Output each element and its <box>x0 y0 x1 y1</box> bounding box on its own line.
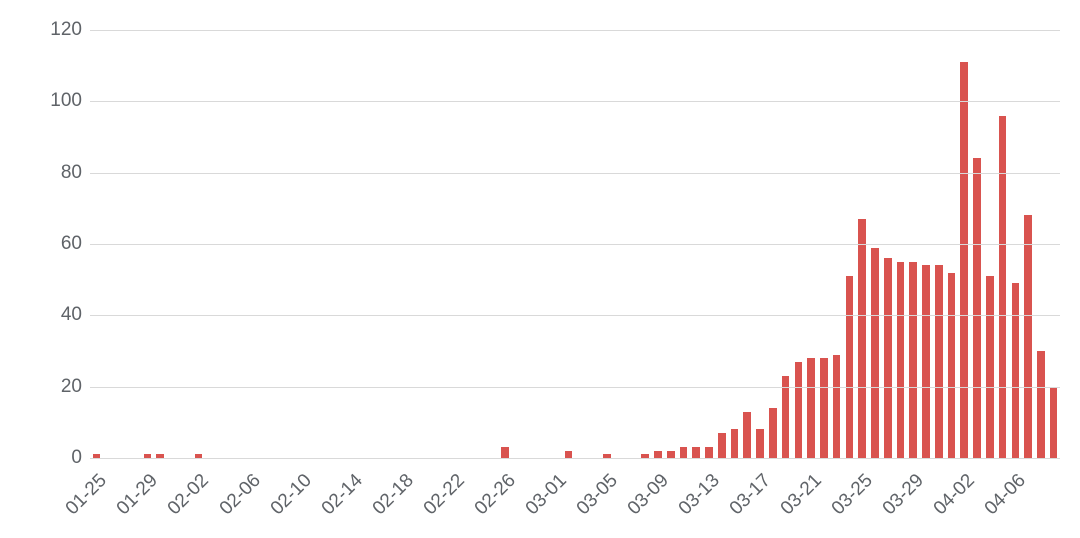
y-gridline <box>90 244 1060 245</box>
x-tick-label: 04-06 <box>981 470 1031 520</box>
bar <box>1050 387 1058 458</box>
y-tick-label: 100 <box>0 90 82 112</box>
y-tick-label: 80 <box>0 162 82 184</box>
bar <box>743 412 751 458</box>
chart-container: 0 20 40 60 80 100 120 01-2501-2902-0202-0602-10… <box>0 0 1080 538</box>
x-tick-label: 03-13 <box>675 470 725 520</box>
bar <box>858 219 866 458</box>
x-tick-label: 03-05 <box>573 470 623 520</box>
bar <box>820 358 828 458</box>
bar <box>922 265 930 458</box>
x-tick-label: 02-18 <box>368 470 418 520</box>
bar <box>795 362 803 458</box>
bar <box>680 447 688 458</box>
bar <box>935 265 943 458</box>
y-gridline <box>90 101 1060 102</box>
y-tick-label: 120 <box>0 19 82 41</box>
x-tick-label: 03-29 <box>879 470 929 520</box>
y-gridline <box>90 315 1060 316</box>
x-tick-label: 02-26 <box>470 470 520 520</box>
y-gridline <box>90 458 1060 459</box>
bar <box>846 276 854 458</box>
bar <box>501 447 509 458</box>
bar <box>769 408 777 458</box>
x-tick-label: 04-02 <box>930 470 980 520</box>
x-tick-label: 03-17 <box>726 470 776 520</box>
x-tick-label: 02-14 <box>317 470 367 520</box>
bar <box>960 62 968 458</box>
bar <box>1012 283 1020 458</box>
x-tick-label: 03-01 <box>521 470 571 520</box>
x-tick-label: 02-10 <box>266 470 316 520</box>
bar <box>807 358 815 458</box>
bar <box>731 429 739 458</box>
bar <box>897 262 905 458</box>
bar <box>667 451 675 458</box>
bar <box>705 447 713 458</box>
bar <box>833 355 841 458</box>
bar <box>884 258 892 458</box>
bar <box>756 429 764 458</box>
bar <box>718 433 726 458</box>
x-tick-label: 02-06 <box>215 470 265 520</box>
x-tick-label: 02-22 <box>419 470 469 520</box>
bar <box>871 248 879 458</box>
bar <box>692 447 700 458</box>
x-tick-label: 01-29 <box>113 470 163 520</box>
bar <box>973 158 981 458</box>
bar <box>654 451 662 458</box>
bar <box>909 262 917 458</box>
y-tick-label: 60 <box>0 233 82 255</box>
y-tick-label: 0 <box>0 447 82 469</box>
y-gridline <box>90 387 1060 388</box>
y-tick-label: 20 <box>0 376 82 398</box>
bar <box>986 276 994 458</box>
bar <box>948 273 956 458</box>
bar <box>999 116 1007 458</box>
x-tick-label: 02-02 <box>164 470 214 520</box>
bar <box>565 451 573 458</box>
bar <box>1037 351 1045 458</box>
x-tick-label: 03-25 <box>828 470 878 520</box>
y-gridline <box>90 30 1060 31</box>
bar <box>782 376 790 458</box>
bar <box>1024 215 1032 458</box>
plot-area <box>90 30 1060 458</box>
y-gridline <box>90 173 1060 174</box>
x-tick-label: 01-25 <box>62 470 112 520</box>
y-tick-label: 40 <box>0 304 82 326</box>
x-tick-label: 03-21 <box>777 470 827 520</box>
x-tick-label: 03-09 <box>624 470 674 520</box>
